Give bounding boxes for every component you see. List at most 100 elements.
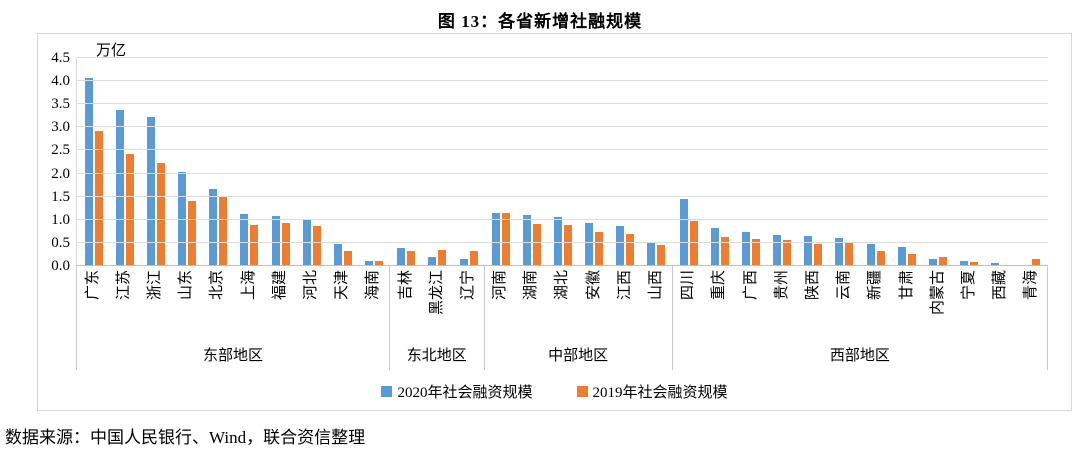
bar-2020-宁夏 <box>960 261 969 265</box>
province-label-甘肃: 甘肃 <box>898 270 915 301</box>
province-label-广西: 广西 <box>742 270 759 301</box>
bar-group <box>484 58 672 265</box>
chart-title: 图 13：各省新增社融规模 <box>437 12 643 31</box>
bar-cell-重庆 <box>704 58 735 265</box>
y-axis-tick-label: 3.0 <box>51 119 70 136</box>
bar-cell-山东 <box>171 58 202 265</box>
province-labels: 吉林 黑龙江 辽宁 <box>390 266 484 332</box>
province-label-福建: 福建 <box>271 270 288 301</box>
category-group-东部地区: 广东 江苏 浙江 山东 北京 上海 福建 河北 天津 海南 东部地区 <box>76 266 389 370</box>
bar-2019-吉林 <box>407 251 416 265</box>
bar-2019-江西 <box>626 234 635 265</box>
legend-label-2019: 2019年社会融资规模 <box>592 385 728 401</box>
gridline <box>77 241 1048 243</box>
province-cell: 广东 <box>77 266 108 332</box>
province-cell: 内蒙古 <box>922 266 953 332</box>
gridline <box>77 149 1048 151</box>
province-cell: 天津 <box>327 266 358 332</box>
bar-2020-广西 <box>741 231 750 265</box>
legend: 2020年社会融资规模 2019年社会融资规模 <box>38 381 1071 402</box>
bar-2019-海南 <box>374 260 383 265</box>
bar-cell-贵州 <box>767 58 798 265</box>
bar-group <box>672 58 1048 265</box>
province-cell: 重庆 <box>704 266 735 332</box>
bar-cell-湖北 <box>547 58 578 265</box>
bar-cell-河北 <box>296 58 327 265</box>
province-cell: 河南 <box>485 266 516 332</box>
bar-cell-湖南 <box>516 58 547 265</box>
bar-cell-山西 <box>641 58 672 265</box>
province-label-宁夏: 宁夏 <box>960 270 977 301</box>
bar-cell-西藏 <box>985 58 1016 265</box>
province-label-内蒙古: 内蒙古 <box>929 270 946 316</box>
bar-cell-陕西 <box>798 58 829 265</box>
bar-2020-海南 <box>364 260 373 265</box>
bar-cell-云南 <box>829 58 860 265</box>
province-cell: 吉林 <box>390 266 421 332</box>
bar-cell-新疆 <box>860 58 891 265</box>
bar-2019-山东 <box>188 200 197 265</box>
bar-2020-陕西 <box>804 236 813 265</box>
chart-container: 万亿 广东 江苏 浙江 山东 北京 上海 福建 河北 天津 海南 东部地区 吉林 黑龙江 辽宁 东北地区 河南… <box>37 33 1072 411</box>
y-axis-tick-label: 4.0 <box>51 73 70 90</box>
bar-cell-河南 <box>485 58 516 265</box>
province-cell: 江苏 <box>108 266 139 332</box>
legend-item-2019: 2019年社会融资规模 <box>576 381 728 402</box>
province-cell: 黑龙江 <box>421 266 452 332</box>
province-label-贵州: 贵州 <box>773 270 790 301</box>
bar-cell-江苏 <box>109 58 140 265</box>
province-cell: 甘肃 <box>891 266 922 332</box>
bar-2019-福建 <box>281 222 290 265</box>
category-axis: 广东 江苏 浙江 山东 北京 上海 福建 河北 天津 海南 东部地区 吉林 黑龙江 辽宁 东北地区 河南 湖南湖… <box>76 266 1048 370</box>
province-label-西藏: 西藏 <box>992 270 1009 301</box>
y-axis-tick-label: 1.0 <box>51 211 70 228</box>
bar-cell-上海 <box>234 58 265 265</box>
province-label-黑龙江: 黑龙江 <box>428 270 445 316</box>
province-cell: 海南 <box>358 266 389 332</box>
province-label-青海: 青海 <box>1023 270 1040 301</box>
province-label-上海: 上海 <box>240 270 257 301</box>
bar-2020-江西 <box>616 225 625 265</box>
plot-area <box>76 57 1048 266</box>
bar-2020-山西 <box>647 243 656 265</box>
bar-group <box>390 58 484 265</box>
y-axis-tick-label: 2.0 <box>51 165 70 182</box>
gridline <box>77 126 1048 128</box>
bar-cell-浙江 <box>140 58 171 265</box>
bar-2019-山西 <box>657 245 666 265</box>
province-cell: 云南 <box>829 266 860 332</box>
bar-2019-江苏 <box>125 153 134 265</box>
province-label-四川: 四川 <box>680 270 697 301</box>
bar-2020-黑龙江 <box>428 256 437 265</box>
bar-2020-江苏 <box>115 109 124 265</box>
bar-2020-西藏 <box>991 262 1000 265</box>
bar-cell-内蒙古 <box>922 58 953 265</box>
bar-cell-宁夏 <box>953 58 984 265</box>
province-cell: 西藏 <box>985 266 1016 332</box>
province-label-河北: 河北 <box>302 270 319 301</box>
province-cell: 湖北 <box>547 266 578 332</box>
category-group-中部地区: 河南 湖南 湖北 安徽 江西 山西 中部地区 <box>483 266 672 370</box>
bar-2020-辽宁 <box>459 259 468 265</box>
legend-swatch-2020 <box>381 386 393 397</box>
province-cell: 贵州 <box>766 266 797 332</box>
bar-2020-河南 <box>491 212 500 265</box>
province-label-海南: 海南 <box>365 270 382 301</box>
province-cell: 辽宁 <box>452 266 483 332</box>
bar-cell-北京 <box>203 58 234 265</box>
bars-row <box>77 58 1048 265</box>
province-cell: 宁夏 <box>953 266 984 332</box>
bar-2019-内蒙古 <box>938 257 947 265</box>
province-labels: 四川 重庆 广西 贵州 陕西 云南 新疆 甘肃 内蒙古 宁夏 西藏 青海 <box>673 266 1047 332</box>
province-cell: 北京 <box>202 266 233 332</box>
bar-cell-天津 <box>327 58 358 265</box>
province-cell: 湖南 <box>516 266 547 332</box>
bar-2019-广西 <box>751 239 760 265</box>
bar-2019-青海 <box>1032 258 1041 265</box>
bar-2020-天津 <box>333 243 342 265</box>
bar-cell-广东 <box>78 58 109 265</box>
province-cell: 四川 <box>673 266 704 332</box>
province-label-河南: 河南 <box>492 270 509 301</box>
bar-2019-贵州 <box>783 240 792 265</box>
